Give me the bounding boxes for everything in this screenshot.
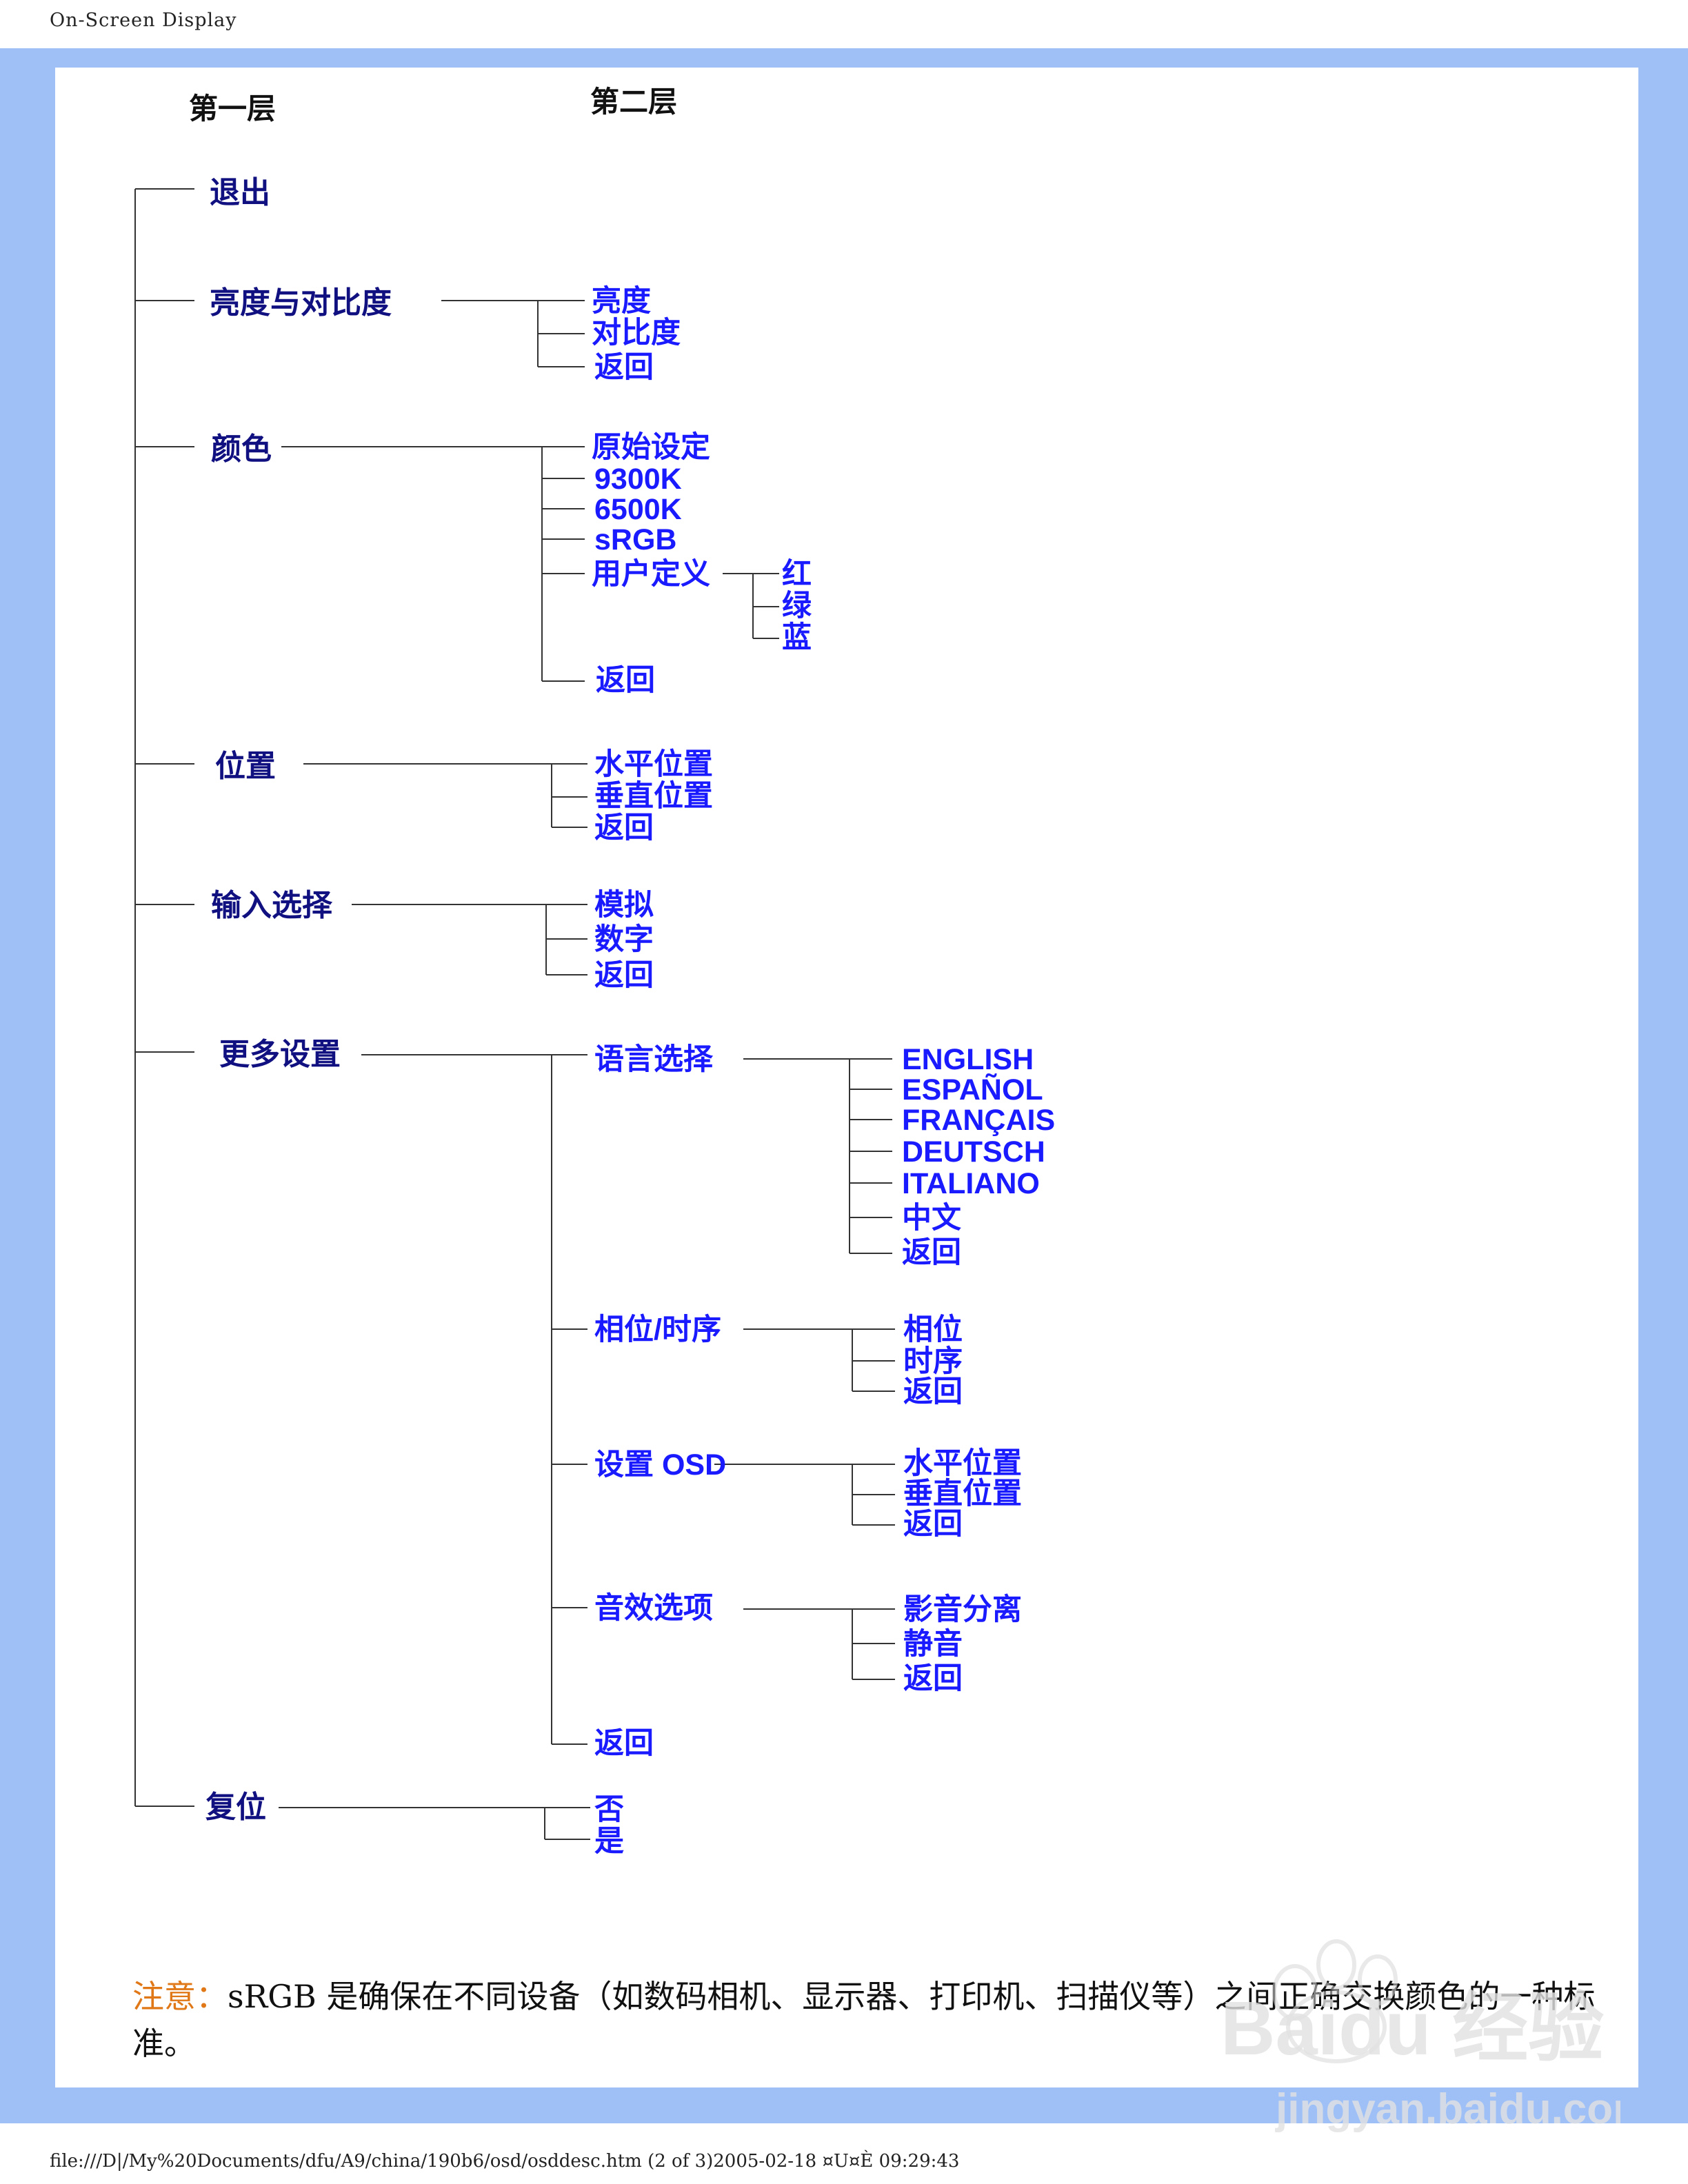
submenu-item: ESPAÑOL — [902, 1073, 1043, 1106]
submenu-item: 亮度 — [592, 285, 651, 318]
submenu-item: 时序 — [903, 1345, 963, 1378]
submenu-item: 语言选择 — [594, 1043, 713, 1076]
submenu-item: 影音分离 — [903, 1593, 1022, 1626]
submenu-item: 相位/时序 — [594, 1313, 721, 1346]
menu-more-settings: 更多设置 — [219, 1038, 341, 1071]
submenu-item: 音效选项 — [594, 1592, 713, 1625]
submenu-item: 返回 — [594, 351, 654, 384]
srgb-note: 注意：sRGB 是确保在不同设备（如数码相机、显示器、打印机、扫描仪等）之间正确… — [132, 1973, 1608, 2067]
submenu-item: 返回 — [903, 1662, 963, 1695]
menu-reset: 复位 — [205, 1790, 266, 1824]
submenu-item: 返回 — [594, 811, 654, 845]
menu-input-select: 输入选择 — [211, 889, 332, 922]
submenu-item: 返回 — [902, 1236, 961, 1269]
submenu-item: 绿 — [782, 589, 812, 623]
level2-heading: 第二层 — [590, 85, 678, 118]
submenu-item: 水平位置 — [594, 748, 713, 781]
submenu-item: 用户定义 — [592, 558, 710, 591]
submenu-item: 返回 — [594, 1727, 654, 1760]
submenu-item: 蓝 — [782, 621, 812, 654]
menu-position: 位置 — [215, 749, 276, 783]
submenu-item: 9300K — [594, 463, 682, 496]
note-label: 注意： — [132, 1978, 228, 2015]
submenu-item: 返回 — [594, 959, 654, 992]
submenu-item: 垂直位置 — [903, 1477, 1022, 1510]
submenu-item: 红 — [782, 558, 812, 591]
submenu-item: 水平位置 — [903, 1447, 1022, 1480]
submenu-item: DEUTSCH — [902, 1135, 1045, 1169]
note-text: sRGB 是确保在不同设备（如数码相机、显示器、打印机、扫描仪等）之间正确交换颜… — [132, 1978, 1596, 2062]
submenu-item: 静音 — [903, 1628, 963, 1661]
page-header: On-Screen Display — [50, 10, 237, 31]
menu-color: 颜色 — [211, 432, 272, 466]
page-footer: file:///D|/My%20Documents/dfu/A9/china/1… — [50, 2151, 960, 2172]
submenu-item: 原始设定 — [592, 431, 710, 464]
submenu-item: sRGB — [594, 523, 677, 556]
level1-heading: 第一层 — [189, 92, 277, 125]
submenu-item: 对比度 — [592, 316, 681, 350]
submenu-item: 返回 — [903, 1375, 963, 1408]
content-panel — [55, 68, 1638, 2087]
submenu-item: 垂直位置 — [594, 780, 713, 813]
submenu-item: 否 — [594, 1793, 624, 1826]
submenu-item: 设置 OSD — [594, 1448, 727, 1482]
submenu-item: 6500K — [594, 493, 682, 526]
submenu-item: ENGLISH — [902, 1043, 1034, 1076]
submenu-item: ITALIANO — [902, 1167, 1040, 1200]
menu-exit: 退出 — [210, 176, 270, 210]
submenu-item: 模拟 — [594, 889, 654, 922]
submenu-item: 返回 — [903, 1508, 963, 1541]
menu-brightness-contrast: 亮度与对比度 — [210, 286, 392, 320]
submenu-item: FRANÇAIS — [902, 1104, 1056, 1137]
submenu-item: 数字 — [594, 923, 654, 956]
submenu-item: 相位 — [903, 1313, 963, 1346]
submenu-item: 是 — [594, 1825, 624, 1858]
submenu-item: 返回 — [596, 664, 655, 697]
submenu-item: 中文 — [902, 1202, 961, 1235]
